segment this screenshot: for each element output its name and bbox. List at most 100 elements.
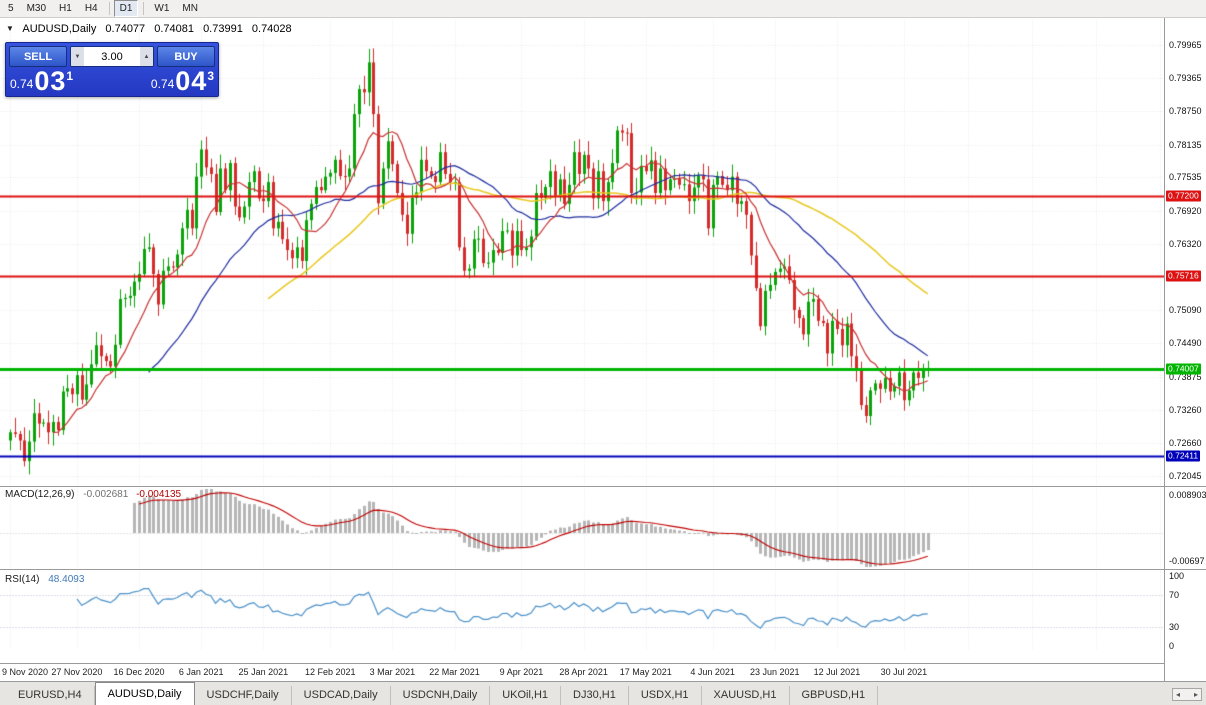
quote-symbol: AUDUSD,Daily: [22, 23, 97, 35]
time-axis-label: 22 Mar 2021: [429, 667, 480, 677]
chart-tab-ukoil-h1[interactable]: UKOil,H1: [490, 686, 562, 705]
chart-tab-gbpusd-h1[interactable]: GBPUSD,H1: [790, 686, 879, 705]
time-axis-label: 28 Apr 2021: [559, 667, 608, 677]
chart-window: 0.79965 0.79365 0.78750 0.78135 0.77535 0.769…: [0, 18, 1206, 681]
time-axis-label: 9 Apr 2021: [499, 667, 544, 677]
rsi-axis-label: 70: [1169, 590, 1180, 601]
time-axis-label: 3 Mar 2021: [369, 667, 416, 677]
sell-price[interactable]: 0.74 03 1: [10, 66, 74, 96]
chart-tab-eurusd-h4[interactable]: EURUSD,H4: [6, 686, 95, 705]
y-axis-label: 0.72660: [1169, 437, 1202, 448]
sell-price-prefix: 0.74: [10, 77, 34, 91]
quote-low: 0.73991: [203, 23, 243, 35]
chart-tab-usdchf-daily[interactable]: USDCHF,Daily: [195, 686, 292, 705]
chart-tab-usdx-h1[interactable]: USDX,H1: [629, 686, 702, 705]
time-axis-label: 12 Jul 2021: [813, 667, 861, 677]
macd-label: MACD(12,26,9) -0.002681 -0.004135: [5, 489, 181, 500]
timeframe-button-m30[interactable]: M30: [26, 3, 47, 14]
chart-tab-audusd-daily[interactable]: AUDUSD,Daily: [94, 682, 195, 705]
buy-price-big: 04: [175, 66, 208, 96]
volume-increase-button[interactable]: ▲: [140, 47, 153, 66]
one-click-trading-panel: SELL ▼ ▲ BUY 0.74 03 1 0.74 04 3: [5, 42, 219, 97]
trade-controls-row: SELL ▼ ▲ BUY: [9, 46, 215, 67]
quote-open: 0.74077: [105, 23, 146, 35]
rsi-axis-label: 0: [1169, 641, 1175, 651]
tab-scroll-right-icon[interactable]: ▸: [1193, 690, 1198, 699]
pane-separator-rsi[interactable]: [0, 569, 1206, 570]
timeframe-button-h4[interactable]: H4: [84, 3, 98, 14]
price-tag: 0.75716: [1166, 270, 1201, 282]
timeframe-button-mn[interactable]: MN: [182, 3, 198, 14]
time-axis[interactable]: 9 Nov 2020 27 Nov 2020 16 Dec 2020 6 Jan 20…: [0, 663, 1164, 681]
time-axis-label: 27 Nov 2020: [51, 667, 103, 677]
chart-tab-usdcnh-daily[interactable]: USDCNH,Daily: [391, 686, 491, 705]
rsi-label: RSI(14) 48.4093: [5, 574, 84, 585]
macd-axis-label: 0.008903: [1169, 490, 1206, 500]
y-axis-label: 0.77535: [1169, 172, 1202, 183]
chart-tab-xauusd-h1[interactable]: XAUUSD,H1: [702, 686, 790, 705]
timeframe-button-d1[interactable]: D1: [113, 0, 139, 17]
rsi-value: 48.4093: [48, 574, 85, 585]
timeframe-button-h1[interactable]: H1: [59, 3, 72, 14]
time-axis-label: 23 Jun 2021: [750, 667, 800, 677]
time-axis-label: 4 Jun 2021: [690, 667, 735, 677]
y-axis-label: 0.72045: [1169, 471, 1202, 482]
quote-close: 0.74028: [251, 23, 292, 35]
one-click-collapse-icon[interactable]: ▼: [6, 24, 14, 33]
volume-decrease-button[interactable]: ▼: [71, 47, 84, 66]
time-axis-label: 9 Nov 2020: [2, 667, 49, 677]
time-axis-label: 30 Jul 2021: [880, 667, 928, 677]
y-axis-label: 0.76320: [1169, 238, 1202, 249]
buy-price-prefix: 0.74: [150, 77, 175, 91]
price-chart-canvas[interactable]: [0, 18, 1164, 663]
time-axis-label: 12 Feb 2021: [304, 667, 356, 677]
macd-value-signal: -0.004135: [136, 489, 182, 500]
toolbar-separator: [143, 2, 145, 15]
quote-line: ▼ AUDUSD,Daily 0.74077 0.74081 0.73991 0…: [6, 23, 298, 35]
sell-button[interactable]: SELL: [9, 46, 67, 67]
timeframe-button-w1[interactable]: W1: [154, 3, 170, 14]
y-axis-label: 0.78750: [1169, 106, 1202, 117]
chart-tab-usdcad-daily[interactable]: USDCAD,Daily: [292, 686, 391, 705]
rsi-name: RSI(14): [5, 574, 40, 585]
toolbar-separator: [108, 2, 110, 15]
timeframe-button-5[interactable]: 5: [8, 3, 14, 14]
volume-stepper: ▼ ▲: [70, 46, 154, 67]
macd-name: MACD(12,26,9): [5, 489, 75, 500]
pane-separator-macd[interactable]: [0, 486, 1206, 487]
buy-price[interactable]: 0.74 04 3: [150, 66, 214, 96]
buy-button[interactable]: BUY: [157, 46, 215, 67]
timeframe-toolbar: 5 M30 H1 H4 D1 W1 MN: [0, 0, 1206, 18]
macd-axis-label: -0.00697: [1169, 556, 1205, 566]
tab-scroll-left-icon[interactable]: ◂: [1176, 690, 1181, 699]
rsi-axis-label: 100: [1169, 571, 1185, 581]
y-axis-label: 0.79965: [1169, 40, 1202, 51]
chart-tab-bar: EURUSD,H4 AUDUSD,Daily USDCHF,Daily USDCAD,…: [0, 681, 1206, 705]
y-axis-label: 0.79365: [1169, 72, 1202, 83]
y-axis-label: 0.73260: [1169, 405, 1202, 416]
time-axis-label: 17 May 2021: [619, 667, 672, 677]
y-axis-label: 0.75090: [1169, 305, 1202, 316]
buy-price-sup: 3: [207, 69, 214, 83]
y-axis-label: 0.76920: [1169, 205, 1202, 216]
price-scale[interactable]: 0.79965 0.79365 0.78750 0.78135 0.77535 0.769…: [1164, 18, 1206, 681]
time-axis-label: 16 Dec 2020: [113, 667, 165, 677]
time-axis-label: 25 Jan 2021: [238, 667, 289, 677]
macd-value-main: -0.002681: [83, 489, 129, 500]
tabs-container: EURUSD,H4 AUDUSD,Daily USDCHF,Daily USDCAD,…: [6, 682, 879, 705]
y-axis-label: 0.73875: [1169, 371, 1202, 382]
volume-input[interactable]: [84, 47, 140, 66]
y-axis-label: 0.78135: [1169, 139, 1202, 150]
price-tag: 0.72411: [1166, 450, 1201, 462]
time-axis-label: 6 Jan 2021: [178, 667, 224, 677]
tab-scrollbar[interactable]: ◂ ▸: [1172, 688, 1202, 701]
trade-prices-row: 0.74 03 1 0.74 04 3: [9, 66, 215, 96]
sell-price-big: 03: [34, 66, 67, 96]
price-tag: 0.77200: [1166, 190, 1201, 202]
quote-high: 0.74081: [154, 23, 194, 35]
chart-tab-dj30-h1[interactable]: DJ30,H1: [561, 686, 629, 705]
price-tag: 0.74007: [1166, 363, 1201, 375]
rsi-axis-label: 30: [1169, 621, 1180, 632]
y-axis-label: 0.74490: [1169, 338, 1202, 349]
sell-price-sup: 1: [66, 69, 74, 83]
